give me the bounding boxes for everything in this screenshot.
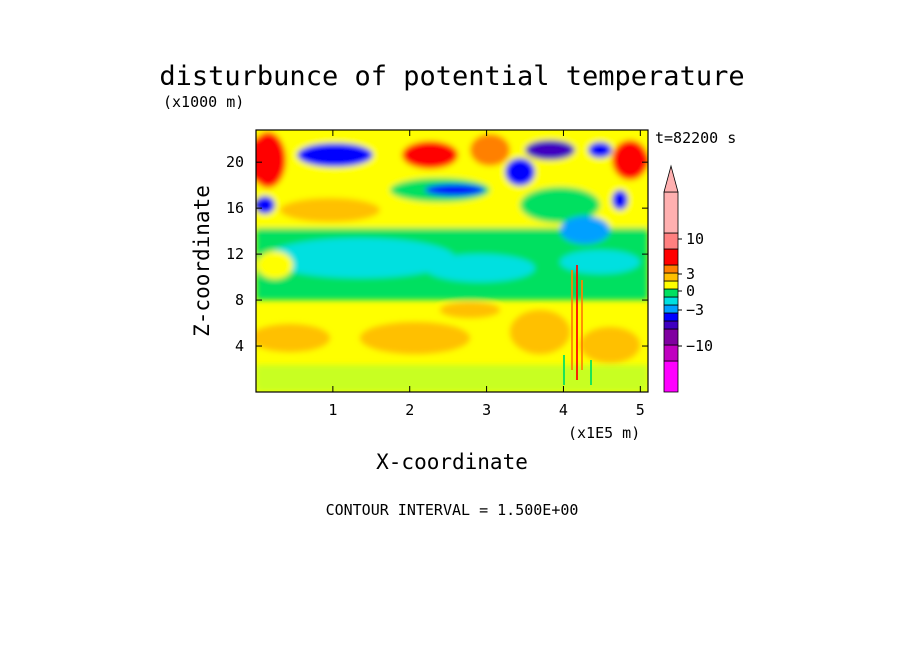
colorbar-level — [663, 320, 679, 330]
field-blue-patch — [256, 196, 275, 214]
colorbar-tick-label: 0 — [686, 282, 695, 300]
colorbar-arrow — [663, 164, 679, 193]
field-green-patch — [520, 187, 600, 223]
y-tick-label: 20 — [226, 153, 244, 171]
x-tick-label: 3 — [482, 401, 491, 419]
x-axis-title: X-coordinate — [376, 450, 528, 474]
colorbar-level — [663, 312, 679, 322]
y-unit-label: (x1000 m) — [163, 93, 244, 111]
field-wave-streak — [581, 280, 583, 370]
colorbar-level — [663, 288, 679, 298]
y-tick-label: 4 — [235, 337, 244, 355]
y-axis: 4 8 12 16 20 — [226, 153, 648, 355]
field-blue-patch — [612, 190, 628, 210]
field-red-patch — [402, 141, 458, 169]
x-unit-label: (x1E5 m) — [568, 424, 640, 442]
colorbar-level — [663, 360, 679, 393]
field-orange-patch — [360, 322, 470, 354]
field-cyan-patch — [560, 250, 640, 274]
field-blue-patch — [297, 143, 373, 167]
field-cyan-patch — [425, 254, 535, 282]
field-blue-patch — [525, 140, 575, 160]
x-tick-label: 4 — [559, 401, 568, 419]
colorbar-level — [663, 344, 679, 362]
field-wave-streaks — [563, 265, 592, 385]
field-blue-patch — [505, 158, 535, 186]
colorbar-tick-label: 3 — [686, 265, 695, 283]
colorbar-level — [663, 264, 679, 274]
x-tick-label: 5 — [636, 401, 645, 419]
contour-interval-note: CONTOUR INTERVAL = 1.500E+00 — [326, 501, 579, 519]
field-red-patch — [256, 132, 286, 188]
plot-frame — [255, 129, 649, 393]
y-axis-title: Z-coordinate — [190, 185, 214, 337]
field-wave-streak — [563, 355, 565, 385]
colorbar-tick-label: 10 — [686, 230, 704, 248]
time-label: t=82200 s — [655, 129, 736, 147]
field-orange-patch — [510, 310, 570, 354]
field-wave-streak — [590, 360, 592, 385]
colorbar-level — [663, 232, 679, 250]
field-orange-patch — [280, 198, 380, 222]
field-blue-patch — [588, 142, 612, 158]
field-yellow-patch — [257, 251, 293, 279]
field-wave-streak — [576, 265, 578, 380]
field-cyan-patch — [560, 216, 610, 244]
colorbar-level — [663, 296, 679, 306]
chart-title: disturbunce of potential temperature — [159, 61, 744, 92]
field-red-patch — [612, 140, 648, 180]
field-lowlevel-band — [256, 365, 648, 392]
colorbar-level — [663, 328, 679, 346]
contour-field — [256, 130, 648, 392]
colorbar-tick-label: −3 — [686, 301, 704, 319]
colorbar-level — [663, 280, 679, 290]
x-axis: 1 2 3 4 5 — [328, 130, 645, 419]
field-orange-patch — [256, 324, 330, 352]
colorbar-level — [663, 191, 679, 234]
colorbar-level — [663, 304, 679, 314]
field-orange-patch — [580, 327, 640, 363]
field-wave-streak — [571, 270, 573, 370]
field-cyan-patch — [265, 238, 455, 278]
y-tick-label: 8 — [235, 291, 244, 309]
y-tick-label: 12 — [226, 245, 244, 263]
field-orange-patch — [470, 134, 510, 166]
colorbar-tick-label: −10 — [686, 337, 713, 355]
colorbar-level — [663, 248, 679, 266]
x-tick-label: 2 — [405, 401, 414, 419]
field-blue-patch — [425, 184, 485, 196]
y-tick-label: 16 — [226, 199, 244, 217]
colorbar: 10 30−3 −10 — [663, 164, 713, 393]
field-orange-patch — [440, 302, 500, 318]
x-tick-label: 1 — [328, 401, 337, 419]
colorbar-level — [663, 272, 679, 282]
